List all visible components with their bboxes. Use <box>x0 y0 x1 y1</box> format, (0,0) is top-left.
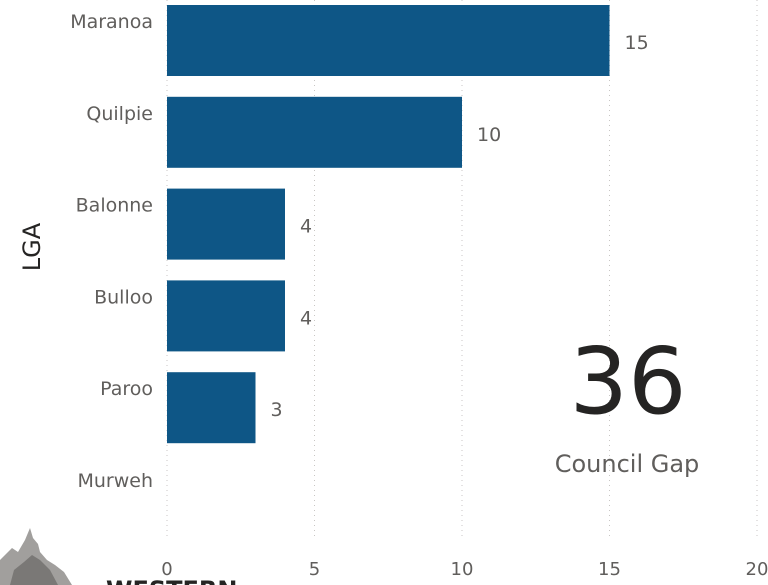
x-tick-label: 20 <box>746 559 768 580</box>
bar <box>167 280 285 352</box>
category-label: Quilpie <box>86 103 153 125</box>
x-tick-label: 0 <box>161 559 172 580</box>
logo-text: WESTERN <box>106 576 237 585</box>
gridlines <box>166 0 758 540</box>
category-label: Maranoa <box>70 11 153 33</box>
kpi-value: 36 <box>569 328 686 435</box>
data-labels: 15 10 4 4 3 <box>271 32 649 421</box>
category-labels: Maranoa Quilpie Balonne Bulloo Paroo Murweh <box>70 11 153 492</box>
y-axis-title: LGA <box>18 222 46 271</box>
data-label: 4 <box>300 216 312 238</box>
category-label: Balonne <box>76 195 153 217</box>
kpi-label: Council Gap <box>555 450 700 478</box>
bar <box>167 372 256 444</box>
bars <box>167 5 610 444</box>
bar <box>167 188 285 260</box>
x-axis-ticks: 0 5 10 15 20 <box>161 559 768 580</box>
logo-map-shade-icon <box>10 555 58 585</box>
x-tick-label: 10 <box>451 559 474 580</box>
bar <box>167 5 610 76</box>
data-label: 3 <box>271 399 283 421</box>
data-label: 15 <box>625 32 649 54</box>
category-label: Paroo <box>100 378 153 400</box>
logo: WESTERN <box>0 528 237 585</box>
data-label: 10 <box>477 124 501 146</box>
x-tick-label: 5 <box>309 559 320 580</box>
bar <box>167 96 462 168</box>
data-label: 4 <box>300 307 312 329</box>
category-label: Murweh <box>77 470 153 492</box>
category-label: Bulloo <box>94 286 153 308</box>
x-tick-label: 15 <box>598 559 621 580</box>
